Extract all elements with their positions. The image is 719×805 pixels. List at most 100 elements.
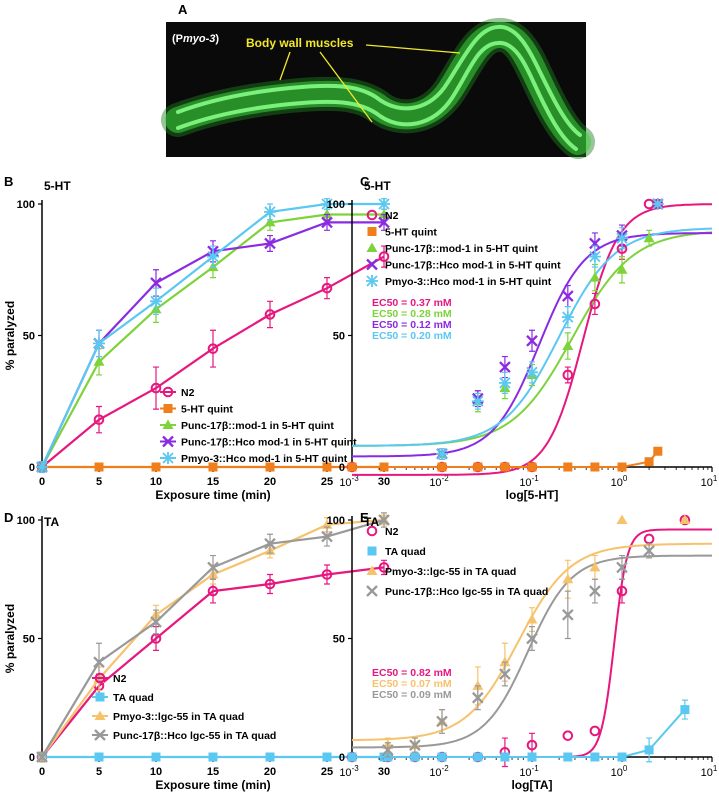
legend-label: N2	[113, 673, 127, 685]
data-point	[321, 530, 333, 543]
data-point	[562, 730, 574, 741]
panel-letter: C	[360, 174, 370, 189]
data-point	[150, 616, 162, 628]
x-tick-exponent: 0	[623, 764, 628, 773]
x-axis-label: Exposure time (min)	[155, 488, 270, 502]
fit-curve	[352, 554, 712, 749]
data-point	[526, 614, 538, 624]
x-tick-label: 101	[701, 474, 718, 489]
series-line	[352, 450, 659, 468]
legend-marker	[367, 546, 377, 556]
data-point	[264, 237, 276, 250]
data-point	[264, 537, 276, 550]
data-point	[472, 680, 484, 690]
legend-marker	[366, 585, 378, 597]
panel-tag: 5-HT	[44, 179, 71, 193]
data-point	[653, 446, 663, 456]
legend-marker	[366, 258, 378, 271]
x-tick-label: 20	[264, 476, 276, 488]
data-point	[643, 232, 655, 243]
data-point	[563, 462, 573, 472]
x-tick-label: 10-1	[519, 474, 539, 489]
legend-label: Punc-17β::mod-1 in 5-HT quint	[385, 243, 538, 255]
data-point	[150, 277, 162, 289]
legend-label: Pmyo-3::lgc-55 in TA quad	[385, 566, 516, 578]
x-tick-label: 0	[39, 766, 45, 778]
data-point	[679, 514, 691, 524]
data-point	[321, 282, 333, 294]
worm-muscle-image	[161, 18, 595, 159]
x-tick-exponent: -3	[352, 474, 360, 483]
data-point	[150, 295, 162, 308]
fit-curve	[352, 203, 712, 476]
data-point	[207, 561, 219, 574]
data-point	[561, 311, 574, 324]
x-axis-label: Exposure time (min)	[155, 778, 270, 792]
data-point	[93, 656, 105, 669]
x-tick-exponent: 0	[623, 474, 628, 483]
y-tick-label: 100	[327, 199, 345, 211]
data-point	[472, 691, 484, 704]
y-tick-label: 0	[339, 752, 345, 764]
error-bar	[210, 329, 216, 368]
x-tick-label: 100	[611, 764, 628, 779]
x-tick-label: 10-3	[339, 474, 359, 489]
data-point	[589, 585, 601, 597]
x-tick-label: 101	[701, 764, 718, 779]
data-point	[208, 752, 218, 762]
series-line	[352, 708, 686, 758]
legend-marker	[162, 435, 174, 448]
data-point	[321, 216, 333, 229]
data-point	[589, 272, 601, 282]
ec50-label: EC50 = 0.07 mM	[372, 678, 452, 690]
error-bar	[324, 277, 330, 300]
data-point	[322, 752, 332, 762]
legend-marker	[366, 525, 378, 537]
data-point	[526, 739, 538, 751]
data-point	[617, 752, 627, 762]
data-point	[93, 356, 105, 366]
data-point	[527, 462, 537, 472]
x-tick-exponent: -3	[352, 764, 360, 773]
series	[347, 446, 663, 472]
data-point	[378, 216, 390, 229]
error-bar	[267, 300, 273, 329]
legend-marker	[94, 672, 106, 684]
data-point	[500, 462, 510, 472]
x-tick-exponent: 1	[713, 474, 718, 483]
data-point	[526, 632, 538, 645]
x-axis-label: log[5-HT]	[506, 488, 559, 502]
x-axis-label: log[TA]	[511, 778, 552, 792]
data-point	[437, 462, 447, 472]
data-point	[207, 343, 219, 354]
x-tick-exponent: -1	[532, 474, 540, 483]
ec50-label: EC50 = 0.82 mM	[372, 667, 452, 679]
legend-marker	[366, 209, 378, 221]
data-point	[321, 209, 333, 219]
error-bar	[564, 366, 571, 384]
data-point	[527, 752, 537, 762]
data-point	[498, 376, 511, 389]
data-point	[499, 361, 511, 373]
panel-letter: E	[360, 510, 369, 525]
legend-marker	[94, 710, 106, 720]
legend-label: Punc-17β::Hco lgc-55 in TA quad	[113, 730, 276, 742]
series	[436, 198, 664, 460]
y-tick-label: 50	[23, 634, 35, 646]
data-point	[264, 309, 276, 320]
error-bar	[381, 245, 387, 268]
x-tick-exponent: 1	[713, 764, 718, 773]
error-bar	[96, 405, 102, 434]
data-point	[151, 462, 161, 472]
series	[347, 699, 690, 763]
x-tick-label: 25	[321, 476, 333, 488]
data-point	[321, 569, 333, 580]
data-point	[617, 462, 627, 472]
data-point	[410, 752, 420, 762]
data-point	[347, 462, 357, 472]
legend-label: Punc-17β::mod-1 in 5-HT quint	[181, 420, 334, 432]
